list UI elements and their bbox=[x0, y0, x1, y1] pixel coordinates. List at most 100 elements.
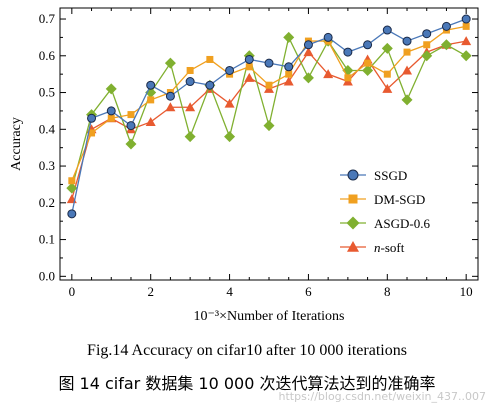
data-point-dm-sgd bbox=[88, 129, 96, 137]
caption-english: Fig.14 Accuracy on cifar10 after 10 000 … bbox=[87, 342, 407, 359]
data-point-asgd-0-6 bbox=[283, 31, 295, 43]
data-point-dm-sgd bbox=[403, 48, 411, 56]
data-point-ssgd bbox=[225, 65, 235, 75]
legend-item-ssgd: SSGD bbox=[340, 168, 407, 183]
data-point-ssgd bbox=[165, 91, 175, 101]
data-point-asgd-0-6 bbox=[460, 50, 472, 62]
y-tick-label: 0.4 bbox=[39, 121, 56, 136]
data-point-dm-sgd bbox=[206, 55, 214, 63]
legend-label: n-soft bbox=[374, 240, 405, 255]
y-tick-label: 0.5 bbox=[39, 85, 55, 100]
data-point-ssgd bbox=[244, 54, 254, 64]
data-point-ssgd bbox=[363, 40, 373, 50]
data-point-n-soft bbox=[224, 98, 235, 108]
data-point-asgd-0-6 bbox=[164, 57, 176, 69]
legend-label: ASGD-0.6 bbox=[374, 216, 430, 231]
y-tick-label: 0.6 bbox=[39, 48, 56, 63]
data-point-ssgd bbox=[205, 80, 215, 90]
accuracy-chart: 0 2 4 6 8 10 0.0 0.1 0.2 0.3 0.4 0.5 0.6 0.7 10⁻³×Numb… bbox=[9, 7, 479, 324]
series-ssgd bbox=[67, 14, 471, 219]
data-point-ssgd bbox=[402, 36, 412, 46]
axes: 0 2 4 6 8 10 0.0 0.1 0.2 0.3 0.4 0.5 0.6 0.7 10⁻³×Numb… bbox=[9, 7, 479, 324]
data-point-dm-sgd bbox=[107, 114, 115, 122]
legend-label: SSGD bbox=[374, 168, 407, 183]
y-tick-label: 0.0 bbox=[39, 268, 55, 283]
data-point-n-soft bbox=[402, 65, 413, 75]
data-point-n-soft bbox=[303, 47, 314, 57]
y-tick-label: 0.2 bbox=[39, 195, 55, 210]
data-point-n-soft bbox=[165, 102, 176, 112]
legend-item-dm-sgd: DM-SGD bbox=[340, 192, 425, 207]
legend-marker bbox=[347, 241, 359, 252]
data-point-ssgd bbox=[126, 121, 136, 131]
data-point-ssgd bbox=[185, 77, 195, 87]
data-point-asgd-0-6 bbox=[263, 120, 275, 132]
data-point-dm-sgd bbox=[245, 63, 253, 71]
data-point-ssgd bbox=[67, 209, 77, 219]
x-tick-label: 4 bbox=[226, 284, 233, 299]
data-point-asgd-0-6 bbox=[224, 131, 236, 143]
data-point-asgd-0-6 bbox=[125, 138, 137, 150]
data-point-dm-sgd bbox=[383, 70, 391, 78]
data-point-dm-sgd bbox=[265, 81, 273, 89]
data-point-dm-sgd bbox=[68, 177, 76, 185]
data-point-dm-sgd bbox=[423, 41, 431, 49]
data-point-asgd-0-6 bbox=[421, 50, 433, 62]
data-point-ssgd bbox=[441, 21, 451, 31]
data-point-ssgd bbox=[382, 25, 392, 35]
data-point-asgd-0-6 bbox=[401, 94, 413, 106]
data-point-dm-sgd bbox=[344, 74, 352, 82]
data-point-dm-sgd bbox=[285, 70, 293, 78]
series-group bbox=[66, 14, 472, 219]
x-tick-label: 8 bbox=[384, 284, 391, 299]
data-point-n-soft bbox=[461, 36, 472, 46]
data-point-asgd-0-6 bbox=[184, 131, 196, 143]
data-point-asgd-0-6 bbox=[302, 72, 314, 84]
x-tick-label: 2 bbox=[147, 284, 154, 299]
data-point-ssgd bbox=[106, 106, 116, 116]
caption-chinese: 图 14 cifar 数据集 10 000 次迭代算法达到的准确率 bbox=[58, 374, 436, 393]
x-axis-label: 10⁻³×Number of Iterations bbox=[194, 309, 345, 324]
data-point-ssgd bbox=[264, 58, 274, 68]
data-point-ssgd bbox=[343, 47, 353, 57]
data-point-dm-sgd bbox=[364, 59, 372, 67]
data-point-asgd-0-6 bbox=[105, 83, 117, 95]
data-point-ssgd bbox=[303, 40, 313, 50]
data-point-dm-sgd bbox=[127, 111, 135, 119]
data-point-n-soft bbox=[185, 102, 196, 112]
x-tick-label: 10 bbox=[460, 284, 473, 299]
data-point-asgd-0-6 bbox=[66, 182, 78, 194]
data-point-asgd-0-6 bbox=[362, 64, 374, 76]
data-point-ssgd bbox=[461, 14, 471, 24]
data-point-ssgd bbox=[146, 80, 156, 90]
series-asgd-0-6 bbox=[66, 31, 472, 194]
series-dm-sgd bbox=[68, 22, 470, 185]
legend-marker bbox=[347, 169, 359, 181]
legend-item-n-soft: n-soft bbox=[340, 240, 405, 255]
legend-marker bbox=[346, 216, 360, 230]
data-point-n-soft bbox=[145, 116, 156, 126]
y-axis-label: Accuracy bbox=[9, 117, 24, 171]
legend-item-asgd-0-6: ASGD-0.6 bbox=[340, 216, 430, 231]
data-point-dm-sgd bbox=[186, 66, 194, 74]
x-tick-label: 0 bbox=[69, 284, 76, 299]
data-point-n-soft bbox=[283, 76, 294, 86]
data-point-asgd-0-6 bbox=[381, 42, 393, 54]
data-point-ssgd bbox=[422, 29, 432, 39]
data-point-ssgd bbox=[87, 113, 97, 123]
data-point-ssgd bbox=[323, 32, 333, 42]
data-point-asgd-0-6 bbox=[440, 39, 452, 51]
data-point-dm-sgd bbox=[147, 96, 155, 104]
data-point-dm-sgd bbox=[462, 22, 470, 30]
data-point-ssgd bbox=[284, 62, 294, 72]
y-tick-label: 0.3 bbox=[39, 158, 55, 173]
data-point-n-soft bbox=[323, 69, 334, 79]
x-tick-label: 6 bbox=[305, 284, 312, 299]
data-point-n-soft bbox=[244, 72, 255, 82]
y-tick-label: 0.1 bbox=[39, 232, 55, 247]
legend: SSGD DM-SGD ASGD-0.6 n-soft bbox=[340, 168, 430, 255]
watermark: https://blog.csdn.net/weixin_437..007 bbox=[278, 390, 486, 403]
legend-marker bbox=[348, 194, 358, 204]
data-point-n-soft bbox=[382, 83, 393, 93]
y-tick-label: 0.7 bbox=[39, 11, 56, 26]
